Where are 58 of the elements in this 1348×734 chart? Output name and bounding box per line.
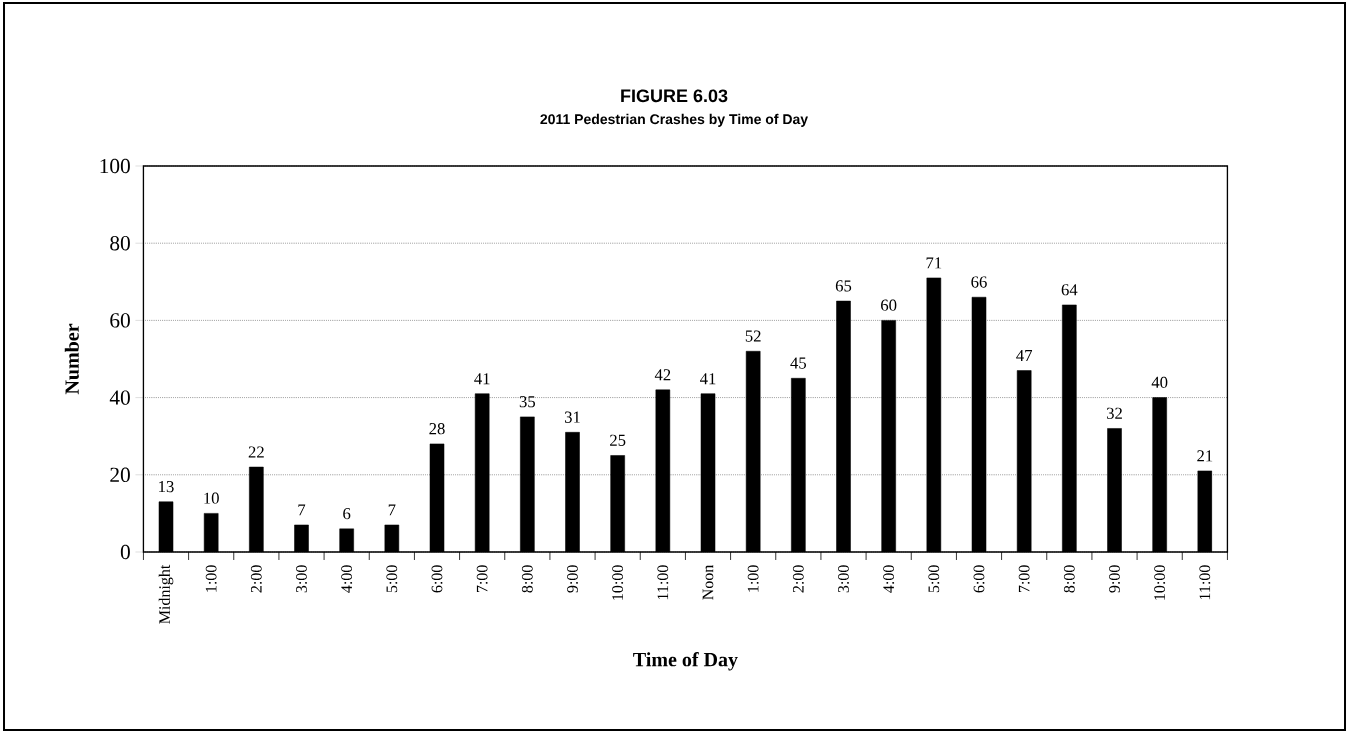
data-label: 65 xyxy=(835,280,852,292)
data-label: 28 xyxy=(429,423,445,435)
x-tick-label: Midnight xyxy=(158,564,174,624)
x-tick-label: 9:00 xyxy=(1109,565,1120,593)
data-label: 64 xyxy=(1061,284,1078,296)
x-tick-label: Noon xyxy=(702,564,714,600)
x-tick-label: 9:00 xyxy=(567,565,578,593)
data-label: 32 xyxy=(1106,407,1122,419)
x-tick-label: 8:00 xyxy=(521,565,533,593)
data-label: 52 xyxy=(745,330,761,342)
y-tick-label: 100 xyxy=(100,158,130,174)
data-label: 41 xyxy=(474,373,490,385)
data-label: 35 xyxy=(519,396,536,408)
chart-title: FIGURE 6.03 xyxy=(621,89,728,103)
x-tick-label: 11:00 xyxy=(657,565,669,600)
x-tick-label: 4:00 xyxy=(883,565,895,593)
data-label: 31 xyxy=(564,411,580,423)
x-tick-label: 4:00 xyxy=(341,565,353,593)
data-label: 40 xyxy=(1151,376,1168,388)
y-tick-label: 20 xyxy=(110,467,130,482)
x-tick-label: 7:00 xyxy=(476,565,488,593)
x-tick-label: 1:00 xyxy=(747,565,759,592)
data-label: 22 xyxy=(248,446,264,458)
x-tick-label: 6:00 xyxy=(973,565,985,593)
data-label: 41 xyxy=(700,373,716,385)
data-label: 42 xyxy=(654,369,671,381)
x-tick-label: 7:00 xyxy=(1018,565,1030,593)
x-axis-title: Time of Day xyxy=(633,652,738,671)
x-tick-label: 11:00 xyxy=(1199,565,1211,600)
x-tick-label: 2:00 xyxy=(250,565,262,593)
x-tick-label: 3:00 xyxy=(838,565,849,593)
data-label: 66 xyxy=(971,276,987,288)
data-label: 6 xyxy=(343,508,351,520)
x-tick-label: 10:00 xyxy=(1154,565,1166,600)
y-tick-label: 60 xyxy=(110,313,130,328)
y-axis-title: Number xyxy=(64,323,79,395)
chart-subtitle: 2011 Pedestrian Crashes by Time of Day xyxy=(540,113,808,127)
x-tick-label: 6:00 xyxy=(431,565,443,593)
data-label: 7 xyxy=(298,504,306,516)
x-tick-label: 5:00 xyxy=(928,565,940,593)
y-tick-label: 80 xyxy=(110,236,130,251)
x-tick-label: 8:00 xyxy=(1063,565,1075,593)
data-label: 10 xyxy=(204,492,219,504)
data-label: 45 xyxy=(790,357,807,369)
x-tick-label: 5:00 xyxy=(386,565,398,593)
y-tick-label: 40 xyxy=(109,390,130,405)
data-label: 71 xyxy=(926,257,942,269)
x-tick-label: 2:00 xyxy=(792,565,804,593)
data-label: 13 xyxy=(159,481,174,493)
data-label: 60 xyxy=(881,299,897,311)
x-tick-label: 10:00 xyxy=(612,565,624,600)
data-label: 21 xyxy=(1197,450,1213,462)
data-label: 25 xyxy=(610,434,626,446)
y-tick-label: 0 xyxy=(120,544,130,560)
x-tick-label: 3:00 xyxy=(296,565,307,593)
data-label: 7 xyxy=(388,504,396,516)
data-label: 47 xyxy=(1016,349,1033,361)
x-tick-label: 1:00 xyxy=(205,565,217,592)
